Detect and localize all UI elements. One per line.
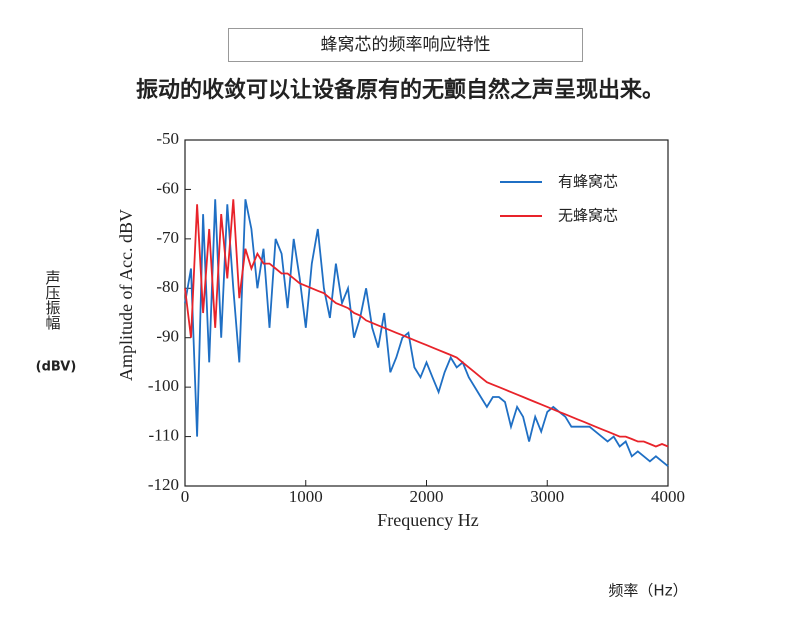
y-tick-label: -120 — [148, 475, 179, 494]
x-tick-label: 1000 — [289, 487, 323, 506]
x-tick-label: 3000 — [530, 487, 564, 506]
series-line — [184, 199, 669, 467]
y-caption: 声压振幅 — [44, 269, 62, 330]
x-tick-label: 4000 — [651, 487, 685, 506]
y-tick-label: -110 — [148, 425, 179, 444]
plot-frame — [184, 139, 669, 487]
x-axis-label: Frequency Hz — [377, 510, 478, 530]
legend-label: 无蜂窝芯 — [558, 207, 618, 225]
y-tick-label: -60 — [156, 178, 179, 197]
y-tick-label: -50 — [156, 129, 179, 148]
y-tick-label: -80 — [156, 277, 179, 296]
x-tick-label: 2000 — [410, 487, 444, 506]
y-tick-label: -90 — [156, 327, 179, 346]
series-line — [184, 199, 669, 448]
y-unit: (dBV) — [36, 360, 77, 375]
x-caption: 频率（Hz） — [608, 582, 687, 600]
y-tick-label: -70 — [156, 228, 179, 247]
y-tick-label: -100 — [148, 376, 179, 395]
legend-label: 有蜂窝芯 — [558, 173, 618, 191]
y-axis-label: Amplitude of Acc. dBV — [116, 209, 136, 381]
chart-title: 蜂窝芯的频率响应特性 — [228, 28, 583, 62]
subtitle: 振动的收敛可以让设备原有的无颤自然之声呈现出来。 — [135, 78, 664, 103]
x-tick-label: 0 — [181, 487, 190, 506]
